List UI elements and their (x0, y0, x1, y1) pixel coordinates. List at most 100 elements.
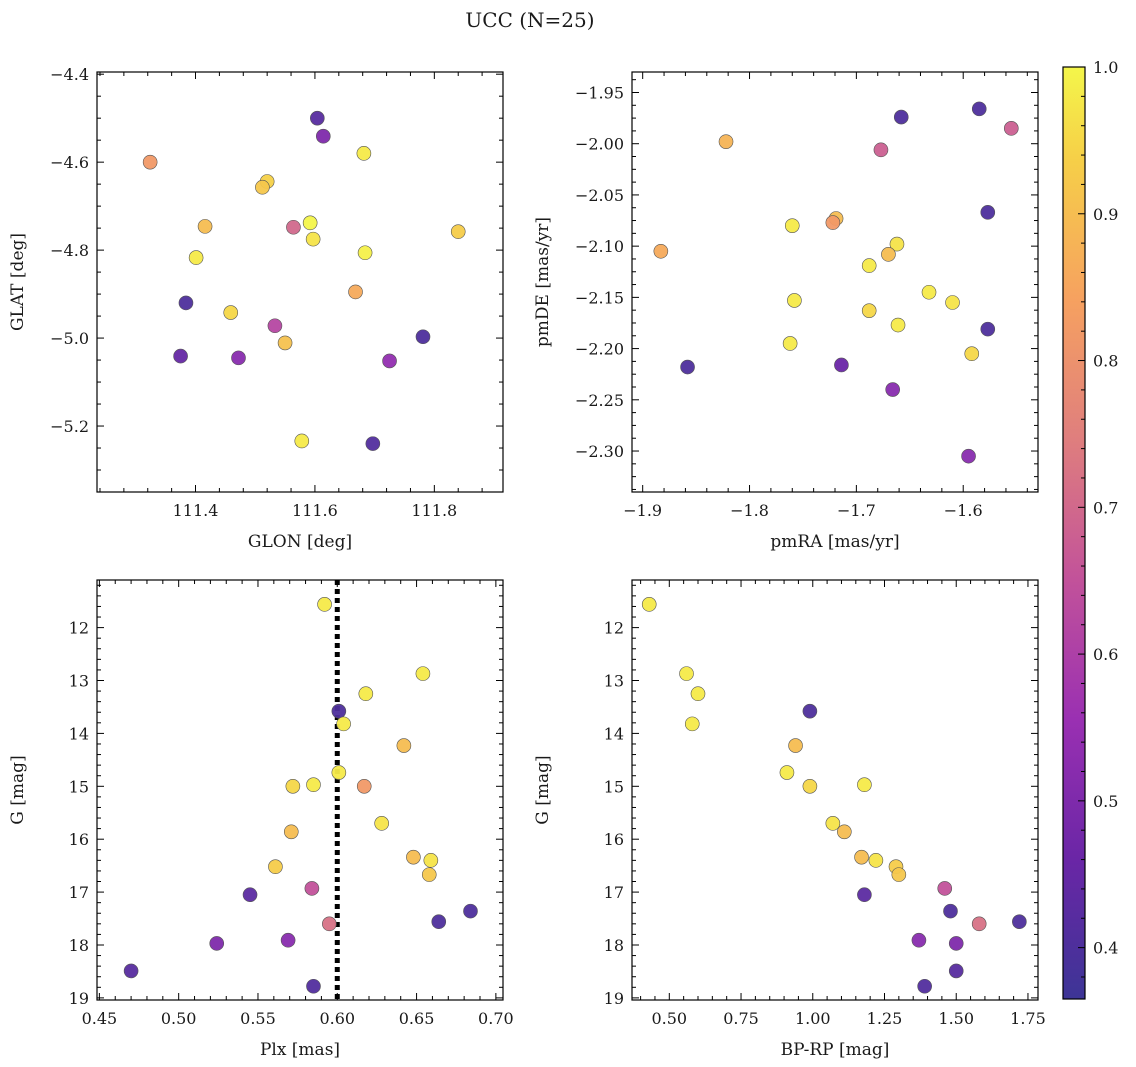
data-point (223, 305, 239, 320)
panel-pmra-pmde: −1.9 −1.8 −1.7 −1.6 −1.95 −2.00 −2.05 −2.10 −2.1… (533, 71, 1039, 552)
y-tick-label: −2.10 (575, 237, 624, 256)
data-point (322, 916, 337, 932)
data-point (406, 849, 421, 865)
data-point (382, 353, 397, 369)
colorbar-gradient (1062, 66, 1086, 1000)
panel-bprp-g: 0.50 0.75 1.00 1.25 1.50 1.75 12 13 14 15 16 17 18 19… (533, 579, 1046, 1060)
y-tick-label: 14 (604, 724, 624, 743)
data-point (684, 716, 700, 732)
data-point (283, 824, 299, 840)
data-point (787, 293, 802, 308)
axes-frame (631, 579, 1039, 1001)
y-tick-label: 13 (69, 672, 89, 691)
data-point (317, 597, 332, 612)
figure-title: UCC (N=25) (465, 8, 595, 32)
data-point (861, 303, 877, 318)
data-point (980, 321, 996, 337)
y-tick-label: −2.20 (575, 340, 624, 359)
data-point (348, 284, 363, 300)
y-tick-label: 19 (604, 989, 624, 1008)
x-axis-label: pmRA [mas/yr] (770, 532, 899, 552)
x-tick-label: 1.25 (867, 1009, 903, 1028)
colorbar-tick-label: 0.4 (1093, 939, 1118, 958)
y-tick-label: 18 (69, 936, 89, 955)
data-point (277, 335, 293, 351)
x-tick-label: 111.8 (411, 501, 457, 520)
data-point (142, 154, 158, 170)
y-tick-label: 17 (69, 883, 89, 902)
y-axis-label: G [mag] (8, 755, 28, 824)
data-point (690, 686, 706, 702)
data-point (306, 777, 321, 793)
data-point (679, 666, 694, 681)
data-point (917, 978, 932, 994)
x-axis-label: GLON [deg] (248, 532, 352, 552)
y-axis-label: GLAT [deg] (8, 233, 28, 331)
data-point (779, 765, 795, 780)
x-tick-label: 1.75 (1010, 1009, 1046, 1028)
y-tick-label: −2.00 (575, 135, 624, 154)
data-point (837, 824, 852, 840)
y-axis-label: pmDE [mas/yr] (533, 217, 553, 347)
data-point (893, 109, 909, 125)
panel-plx-g: 0.45 0.50 0.55 0.60 0.65 0.70 12 13 14 15 16 17 18 19… (8, 579, 514, 1060)
y-tick-label: −5.0 (50, 329, 89, 348)
data-point (286, 219, 301, 235)
y-tick-label: 17 (604, 883, 624, 902)
data-point (305, 231, 321, 247)
colorbar-tick-label: 0.9 (1093, 205, 1118, 224)
y-tick-label: −4.6 (50, 153, 89, 172)
data-point (641, 597, 657, 612)
data-point (242, 887, 258, 903)
axes-frame (631, 71, 1039, 493)
data-point (825, 215, 841, 230)
data-point (854, 849, 869, 865)
axes-frame (96, 579, 504, 1001)
y-tick-label: 19 (69, 989, 89, 1008)
y-tick-label: 16 (69, 830, 89, 849)
data-point (178, 295, 194, 311)
x-tick-label: 0.70 (478, 1009, 514, 1028)
data-point (937, 881, 953, 896)
data-point (788, 738, 803, 753)
x-tick-label: 0.45 (82, 1009, 118, 1028)
colorbar-tick-label: 0.6 (1093, 645, 1118, 664)
data-point (891, 867, 907, 882)
data-point (358, 686, 374, 702)
data-point (306, 978, 321, 994)
axes-frame (96, 71, 504, 493)
data-point (336, 716, 351, 732)
data-point (964, 346, 980, 362)
data-point (173, 348, 188, 364)
y-tick-label: −2.05 (575, 186, 624, 205)
data-point (357, 245, 373, 261)
data-point (331, 703, 347, 719)
data-point (1012, 914, 1027, 930)
data-point (280, 932, 296, 948)
data-point (948, 963, 964, 979)
data-point (356, 146, 372, 161)
y-tick-label: 15 (604, 777, 624, 796)
data-point (825, 816, 841, 831)
data-point (911, 932, 927, 948)
x-tick-label: −1.9 (623, 501, 662, 520)
data-point (255, 179, 270, 195)
data-point (231, 350, 246, 366)
y-tick-label: −2.15 (575, 288, 624, 307)
colorbar-tick-label: 0.7 (1093, 498, 1118, 517)
x-tick-label: 0.50 (161, 1009, 197, 1028)
data-point (873, 142, 889, 158)
x-tick-label: 0.65 (399, 1009, 435, 1028)
y-tick-label: 14 (69, 724, 89, 743)
data-point (948, 936, 964, 951)
data-point (188, 250, 204, 265)
y-tick-label: 12 (69, 619, 89, 638)
data-point (197, 219, 213, 234)
y-tick-label: −4.8 (50, 241, 89, 260)
x-tick-label: 1.00 (795, 1009, 831, 1028)
data-point (267, 318, 283, 334)
data-point (374, 816, 389, 831)
data-point (415, 329, 431, 345)
data-point (268, 859, 283, 875)
